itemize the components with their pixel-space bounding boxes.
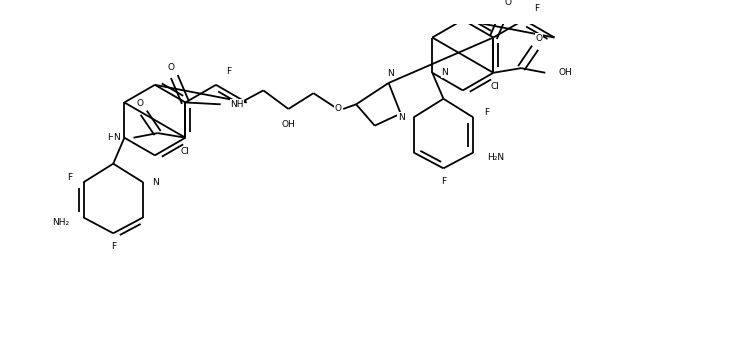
Text: NH: NH (230, 100, 243, 109)
Text: O: O (504, 0, 512, 7)
Text: F: F (226, 67, 231, 76)
Text: N: N (153, 178, 159, 187)
Text: F: F (67, 173, 72, 182)
Text: O: O (536, 34, 542, 43)
Text: F: F (441, 177, 446, 186)
Text: Cl: Cl (491, 82, 500, 91)
Text: F: F (534, 4, 539, 13)
Text: N: N (114, 133, 121, 142)
Text: F: F (111, 242, 116, 251)
Text: N: N (387, 69, 394, 78)
Text: O: O (136, 99, 144, 108)
Text: O: O (167, 63, 174, 72)
Text: OH: OH (281, 120, 295, 129)
Text: F: F (484, 108, 490, 117)
Text: NH₂: NH₂ (53, 218, 70, 227)
Text: HO: HO (106, 133, 121, 142)
Text: N: N (442, 68, 449, 77)
Text: H₂N: H₂N (487, 153, 504, 162)
Text: Cl: Cl (181, 147, 190, 156)
Text: OH: OH (558, 68, 572, 77)
Text: O: O (334, 104, 341, 113)
Text: N: N (398, 113, 405, 122)
